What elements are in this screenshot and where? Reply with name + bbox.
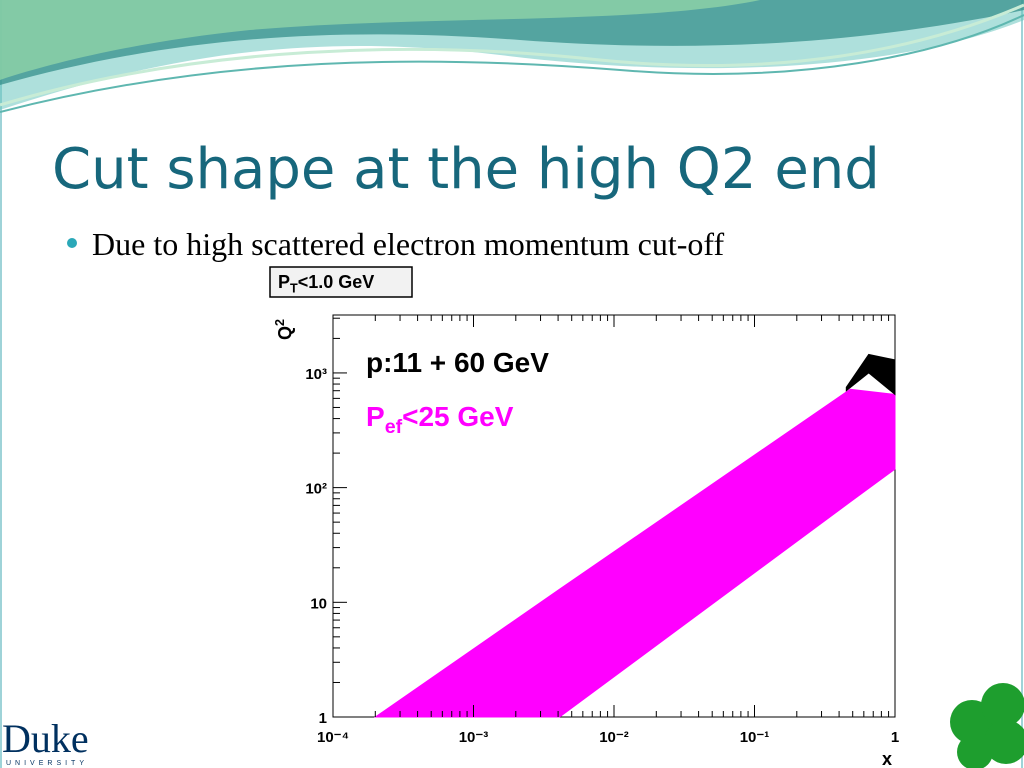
x-tick-label: 10⁻² (599, 729, 629, 746)
y-axis-label: Q2 (273, 319, 295, 340)
duke-logo: Duke UNIVERSITY (2, 716, 89, 767)
slide-title: Cut shape at the high Q2 end (52, 137, 880, 202)
y-axis-label-sup: 2 (273, 319, 287, 326)
logo-sub: UNIVERSITY (6, 760, 88, 767)
legend-label-base: P (366, 401, 385, 432)
y-tick-label: 10³ (305, 366, 327, 383)
x-tick-label: 10⁻³ (459, 729, 489, 746)
box-label-base: P (278, 272, 290, 292)
logo-name: Duke (2, 716, 89, 761)
legend-label-rest: <25 GeV (402, 401, 514, 432)
y-axis-label-base: Q (275, 326, 295, 340)
x-tick-label: 1 (891, 729, 899, 746)
annotation: p:11 + 60 GeV (366, 347, 549, 378)
header-swoosh (0, 0, 1024, 113)
box-label-sub: T (290, 282, 298, 296)
box-label-frame (269, 266, 413, 298)
bullet-dot (67, 238, 77, 248)
x-tick-label: 10⁻⁴ (317, 729, 349, 746)
box-label: PT<1.0 GeV (278, 272, 374, 296)
y-tick-label: 10 (310, 595, 327, 612)
y-tick-label: 1 (319, 710, 327, 727)
y-tick-label: 10² (305, 481, 327, 498)
x-axis-label: x (882, 749, 892, 768)
box-label-rest: <1.0 GeV (298, 272, 375, 292)
data-band (845, 353, 896, 396)
bullet-text: Due to high scattered electron momentum … (92, 226, 724, 262)
legend-label-sub: ef (385, 416, 403, 438)
legend-label: Pef<25 GeV (366, 401, 514, 438)
x-tick-label: 10⁻¹ (740, 729, 770, 746)
clover (950, 683, 1024, 768)
data-band (373, 388, 896, 718)
